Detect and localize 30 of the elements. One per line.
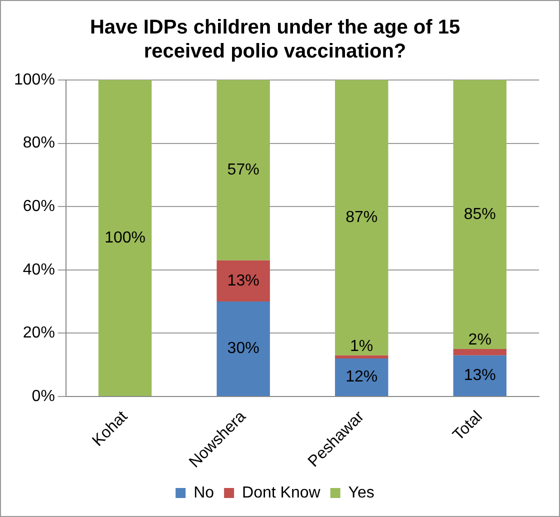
legend-label: Yes bbox=[348, 484, 374, 502]
data-label: 13% bbox=[227, 272, 260, 290]
y-tick-label: 60% bbox=[22, 198, 55, 215]
bar bbox=[334, 355, 388, 359]
y-tick-label: 80% bbox=[22, 134, 55, 152]
bar bbox=[216, 80, 270, 260]
y-tick-label: 40% bbox=[22, 261, 55, 278]
data-label: 2% bbox=[468, 331, 492, 348]
bar bbox=[453, 355, 506, 396]
bar bbox=[453, 80, 506, 350]
data-label: 100% bbox=[104, 229, 146, 246]
data-label: 12% bbox=[346, 368, 378, 386]
legend-label: No bbox=[194, 484, 214, 502]
data-label: 87% bbox=[346, 209, 378, 226]
data-label: 57% bbox=[227, 162, 260, 179]
data-label: 30% bbox=[227, 340, 260, 358]
bar bbox=[216, 260, 270, 302]
data-label: 13% bbox=[464, 367, 496, 384]
chart-title: Have IDPs children under the age of 15 received polio vaccination? bbox=[90, 16, 460, 63]
data-label: 1% bbox=[350, 338, 374, 355]
y-tick-label: 100% bbox=[14, 71, 55, 88]
y-tick-label: 20% bbox=[22, 324, 55, 342]
bar bbox=[216, 302, 270, 396]
y-tick-label: 0% bbox=[32, 388, 55, 405]
legend-label: Dont Know bbox=[242, 484, 321, 502]
data-label: 85% bbox=[464, 206, 496, 223]
bar bbox=[453, 349, 506, 356]
bar bbox=[98, 80, 152, 396]
bar bbox=[334, 80, 388, 356]
bar bbox=[334, 358, 388, 396]
